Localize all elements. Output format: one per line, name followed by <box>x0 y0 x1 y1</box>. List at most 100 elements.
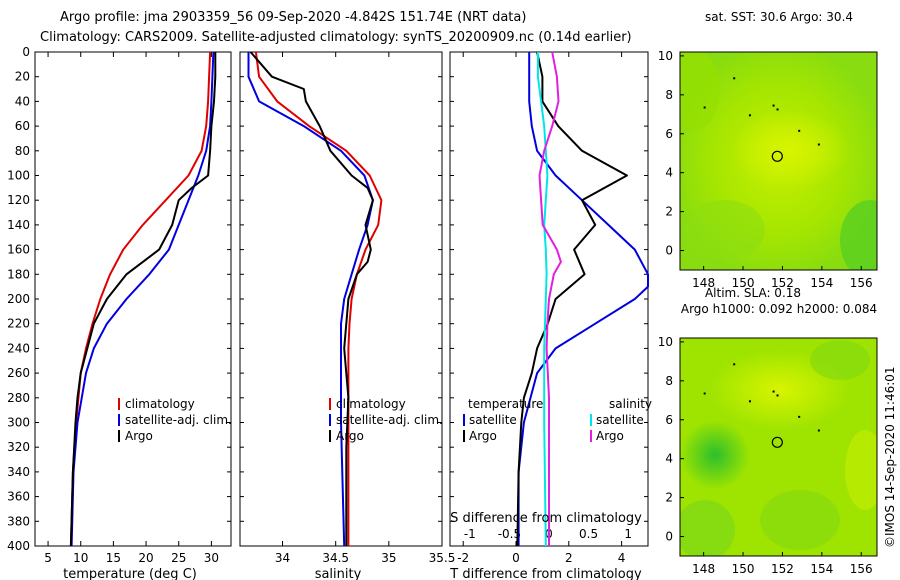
island-dot <box>776 108 779 111</box>
x-tick-label: -0.5 <box>498 527 521 541</box>
legend-temperature-heading: temperature <box>468 397 543 411</box>
depth-tick-label: 300 <box>7 416 30 430</box>
header-line1: Argo profile: jma 2903359_56 09-Sep-2020… <box>60 10 526 25</box>
map-x-tick-label: 156 <box>850 276 873 290</box>
depth-tick-label: 200 <box>7 292 30 306</box>
legend-s-satellite: satellite <box>596 413 644 427</box>
credit-text: ©IMOS 14-Sep-2020 11:46:01 <box>883 366 897 548</box>
x-tick-label: 4 <box>618 551 626 565</box>
depth-tick-label: 60 <box>15 119 30 133</box>
sst-map-field <box>680 52 877 270</box>
island-dot <box>703 106 706 109</box>
depth-tick-label: 280 <box>7 391 30 405</box>
island-dot <box>817 429 820 432</box>
map-y-tick-label: 4 <box>665 166 673 180</box>
depth-tick-label: 140 <box>7 218 30 232</box>
series-argo <box>249 51 374 546</box>
depth-tick-label: 260 <box>7 366 30 380</box>
depth-tick-label: 100 <box>7 169 30 183</box>
map-x-tick-label: 148 <box>692 276 715 290</box>
legend-s-argo: Argo <box>596 429 624 443</box>
x-tick-label: -1 <box>464 527 476 541</box>
island-dot <box>798 129 801 132</box>
legend-salinity-heading: salinity <box>609 397 652 411</box>
map-y-tick-label: 4 <box>665 452 673 466</box>
t-difference-x-axis: -2 0 2 4 <box>457 52 625 565</box>
legend-t-argo: Argo <box>469 429 497 443</box>
salinity-plot-frame <box>239 51 443 547</box>
legend-climatology: climatology <box>336 397 406 411</box>
island-dot <box>748 400 751 403</box>
island-dot <box>772 390 775 393</box>
map-x-tick-label: 156 <box>850 562 873 576</box>
temperature-plot-frame <box>34 51 232 547</box>
x-tick-label: 1 <box>624 527 632 541</box>
x-tick-label: 15 <box>106 551 121 565</box>
depth-tick-label: 80 <box>15 144 30 158</box>
island-dot <box>798 415 801 418</box>
series-satellite-adj-clim- <box>70 51 215 547</box>
series-climatology <box>254 51 383 546</box>
map-y-tick-label: 2 <box>665 491 673 505</box>
legend-argo: Argo <box>125 429 153 443</box>
x-tick-label: 25 <box>171 551 186 565</box>
map-y-tick-label: 0 <box>665 530 673 544</box>
temperature-profile-lines <box>69 51 217 547</box>
depth-tick-label: 160 <box>7 243 30 257</box>
header-line2: Climatology: CARS2009. Satellite-adjuste… <box>40 30 632 45</box>
sla-map-argo-marker <box>703 363 820 448</box>
map-x-tick-label: 152 <box>771 562 794 576</box>
salinity-legend: climatology satellite-adj. clim. Argo <box>329 397 443 443</box>
island-dot <box>703 392 706 395</box>
legend-t-satellite: satellite <box>469 413 517 427</box>
depth-tick-label: 120 <box>7 193 30 207</box>
legend-climatology: climatology <box>125 397 195 411</box>
argo-position-circle <box>771 150 783 162</box>
series-t-satellite <box>517 52 649 546</box>
depth-tick-label: 20 <box>15 70 30 84</box>
island-dot <box>748 114 751 117</box>
salinity-x-axis: 34 34.5 35 35.5 <box>275 52 455 565</box>
sst-map-axes: 148 150 152 154 156 0 2 4 6 8 10 <box>658 49 873 290</box>
depth-tick-label: 40 <box>15 94 30 108</box>
map-x-tick-label: 154 <box>810 562 833 576</box>
island-dot <box>772 104 775 107</box>
x-tick-label: 20 <box>138 551 153 565</box>
series-s-argo <box>538 51 562 546</box>
difference-profile-lines <box>516 51 649 547</box>
depth-tick-label: 320 <box>7 440 30 454</box>
map-x-tick-label: 148 <box>692 562 715 576</box>
map-y-tick-label: 8 <box>665 88 673 102</box>
depth-tick-label: 400 <box>7 539 30 553</box>
sst-map-title: sat. SST: 30.6 Argo: 30.4 <box>705 10 853 24</box>
s-difference-axis-label: S difference from climatology <box>450 511 642 526</box>
salinity-profile-lines <box>247 51 383 547</box>
depth-tick-label: 240 <box>7 341 30 355</box>
x-tick-label: 5 <box>44 551 52 565</box>
island-dot <box>733 363 736 366</box>
map-y-tick-label: 10 <box>658 335 673 349</box>
map-x-tick-label: 150 <box>732 276 755 290</box>
x-tick-label: 34 <box>275 551 290 565</box>
sla-map-frame <box>679 337 878 557</box>
island-dot <box>776 394 779 397</box>
x-tick-label: 10 <box>73 551 88 565</box>
sla-map-title: Altim. SLA: 0.18 <box>705 286 801 300</box>
x-tick-label: 0 <box>512 551 520 565</box>
series-satellite-adj-clim- <box>247 52 374 547</box>
map-y-tick-label: 2 <box>665 205 673 219</box>
map-y-tick-label: 10 <box>658 49 673 63</box>
legend-satellite: satellite-adj. clim. <box>125 413 232 427</box>
x-tick-label: 0.5 <box>579 527 598 541</box>
argo-position-circle <box>771 436 783 448</box>
temperature-legend: climatology satellite-adj. clim. Argo <box>118 397 232 443</box>
x-tick-label: 35.5 <box>429 551 456 565</box>
x-tick-label: 35 <box>381 551 396 565</box>
depth-tick-label: 340 <box>7 465 30 479</box>
map-x-tick-label: 154 <box>810 276 833 290</box>
depth-tick-label: 180 <box>7 267 30 281</box>
temperature-x-axis: 5 10 15 20 25 30 <box>44 52 219 565</box>
series-s-satellite <box>536 52 549 547</box>
salinity-axis-label: salinity <box>315 567 362 580</box>
